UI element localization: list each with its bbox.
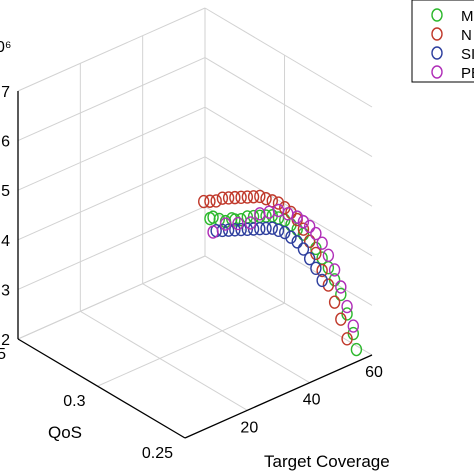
grid-line (204, 57, 373, 158)
data-point (303, 219, 316, 234)
data-point (335, 287, 347, 302)
data-point (303, 234, 316, 249)
data-point (229, 190, 241, 205)
data-point (341, 299, 353, 314)
data-point (241, 190, 254, 204)
legend-label: N (461, 27, 472, 44)
data-point (260, 191, 272, 206)
legend-label: SI (461, 46, 474, 63)
series-pe (207, 203, 359, 333)
data-point (247, 190, 260, 204)
data-point (235, 190, 247, 205)
data-point (341, 332, 353, 346)
y-axis-line (17, 338, 186, 439)
grid-line (80, 310, 248, 411)
grid-line (17, 255, 206, 340)
legend-box (411, 0, 474, 83)
grid-line (17, 205, 206, 290)
z-tick-label: 7 (1, 84, 10, 101)
data-point (322, 261, 335, 275)
data-point (222, 191, 235, 205)
legend-items: MN SI PE (431, 8, 474, 82)
marker-layer (197, 189, 363, 357)
data-point (297, 222, 310, 236)
data-point (316, 236, 328, 250)
data-point (197, 194, 210, 209)
data-point (335, 312, 347, 326)
grid-line (17, 7, 206, 92)
z-tick-label: 5 (1, 183, 10, 200)
data-point (244, 216, 257, 230)
data-point (272, 223, 285, 238)
data-point (254, 222, 266, 236)
x-tick-label: 40 (303, 392, 321, 409)
data-point (297, 242, 310, 256)
grid-line (142, 283, 310, 384)
data-point (316, 273, 328, 288)
data-point (291, 210, 303, 224)
data-point (285, 230, 297, 244)
z-tick-label: 2 (1, 332, 10, 349)
grid-layer (17, 7, 373, 411)
y-axis-label: QoS (48, 423, 82, 442)
legend-label: M (461, 8, 474, 25)
data-point (297, 215, 310, 229)
y-tick-label: 0.3 (63, 393, 85, 410)
data-point (350, 342, 363, 357)
y-tick-label: 0.25 (142, 445, 173, 462)
axis-layer (17, 91, 373, 439)
x-axis-label: Target Coverage (264, 452, 390, 471)
data-point (260, 221, 272, 236)
z-tick-label: 4 (1, 233, 10, 250)
data-point (310, 261, 322, 275)
legend-marker (431, 27, 443, 41)
data-point (207, 210, 219, 224)
data-point (204, 194, 216, 208)
x-axis-line (184, 354, 373, 439)
data-point (207, 225, 219, 239)
legend: MN SI PE (411, 0, 474, 83)
data-point (316, 263, 328, 278)
legend-label: PE (461, 65, 474, 82)
data-point (232, 216, 244, 231)
data-point (291, 235, 303, 249)
legend-marker (431, 65, 443, 79)
grid-line (204, 106, 373, 207)
grid-line (204, 156, 373, 257)
data-point (272, 196, 285, 210)
data-point (266, 221, 278, 235)
grid-line (17, 57, 206, 142)
data-point (328, 295, 341, 309)
data-point (216, 191, 229, 205)
data-point (322, 248, 335, 263)
data-point (210, 194, 222, 208)
data-point (347, 319, 359, 333)
grid-line (204, 7, 373, 108)
z-tick-label: 3 (1, 282, 10, 299)
data-point (310, 226, 322, 241)
data-point (328, 263, 341, 277)
legend-marker (431, 8, 443, 22)
data-point (322, 278, 335, 292)
grid-line (17, 156, 206, 241)
grid-line (204, 255, 373, 356)
z-tick-label: 6 (1, 134, 10, 151)
z-exponent-label: 0⁶ (0, 39, 11, 56)
data-point (254, 189, 266, 204)
y-tick-label: 5 (0, 346, 6, 363)
data-point (303, 251, 316, 266)
series-n (197, 189, 353, 346)
grid-line (17, 106, 206, 191)
data-point (279, 225, 291, 240)
data-point (335, 280, 347, 294)
x-tick-label: 60 (365, 364, 383, 381)
x-tick-label: 20 (240, 419, 258, 436)
data-point (219, 217, 232, 231)
grid-line (97, 302, 285, 387)
legend-marker (431, 46, 443, 60)
